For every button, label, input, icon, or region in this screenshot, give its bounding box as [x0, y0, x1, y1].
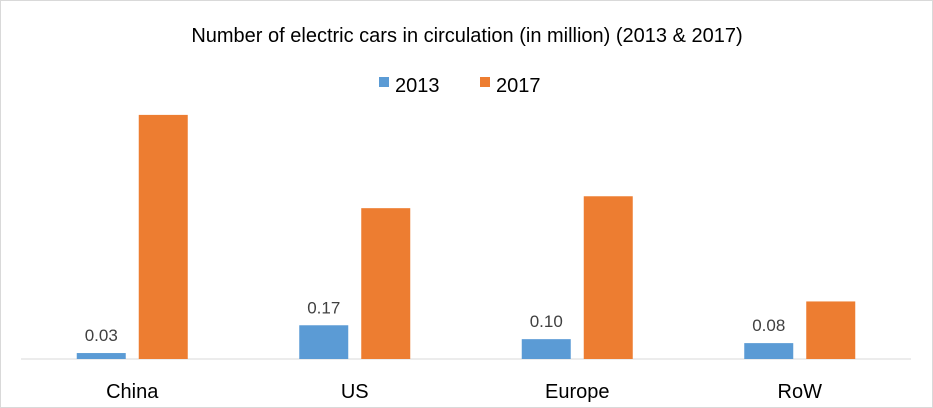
- x-tick-label-europe: Europe: [545, 381, 610, 403]
- bar-2017-europe: [583, 196, 633, 359]
- x-tick-label-row: RoW: [778, 381, 823, 403]
- data-label-2013-row: 0.08: [752, 316, 785, 335]
- bar-2013-china: [76, 353, 126, 359]
- bar-2013-us: [299, 325, 349, 359]
- chart-title: Number of electric cars in circulation (…: [191, 25, 742, 47]
- bar-2017-china: [138, 114, 188, 360]
- data-label-2013-us: 0.17: [307, 298, 340, 317]
- bar-2013-europe: [521, 339, 571, 359]
- data-label-2013-china: 0.03: [85, 326, 118, 345]
- legend: 2013 2017: [379, 75, 541, 97]
- bar-2013-row: [744, 343, 794, 359]
- bar-2017-us: [361, 208, 411, 359]
- plot-area: 0.03 China 0.17 US 0.10 Europe 0.08 RoW: [21, 114, 911, 403]
- legend-label-2017: 2017: [496, 75, 541, 97]
- x-tick-label-china: China: [106, 381, 159, 403]
- legend-swatch-2017: [480, 77, 490, 87]
- bar-2017-row: [806, 301, 856, 359]
- legend-label-2013: 2013: [395, 75, 440, 97]
- data-label-2013-europe: 0.10: [530, 312, 563, 331]
- x-tick-label-us: US: [341, 381, 369, 403]
- legend-swatch-2013: [379, 77, 389, 87]
